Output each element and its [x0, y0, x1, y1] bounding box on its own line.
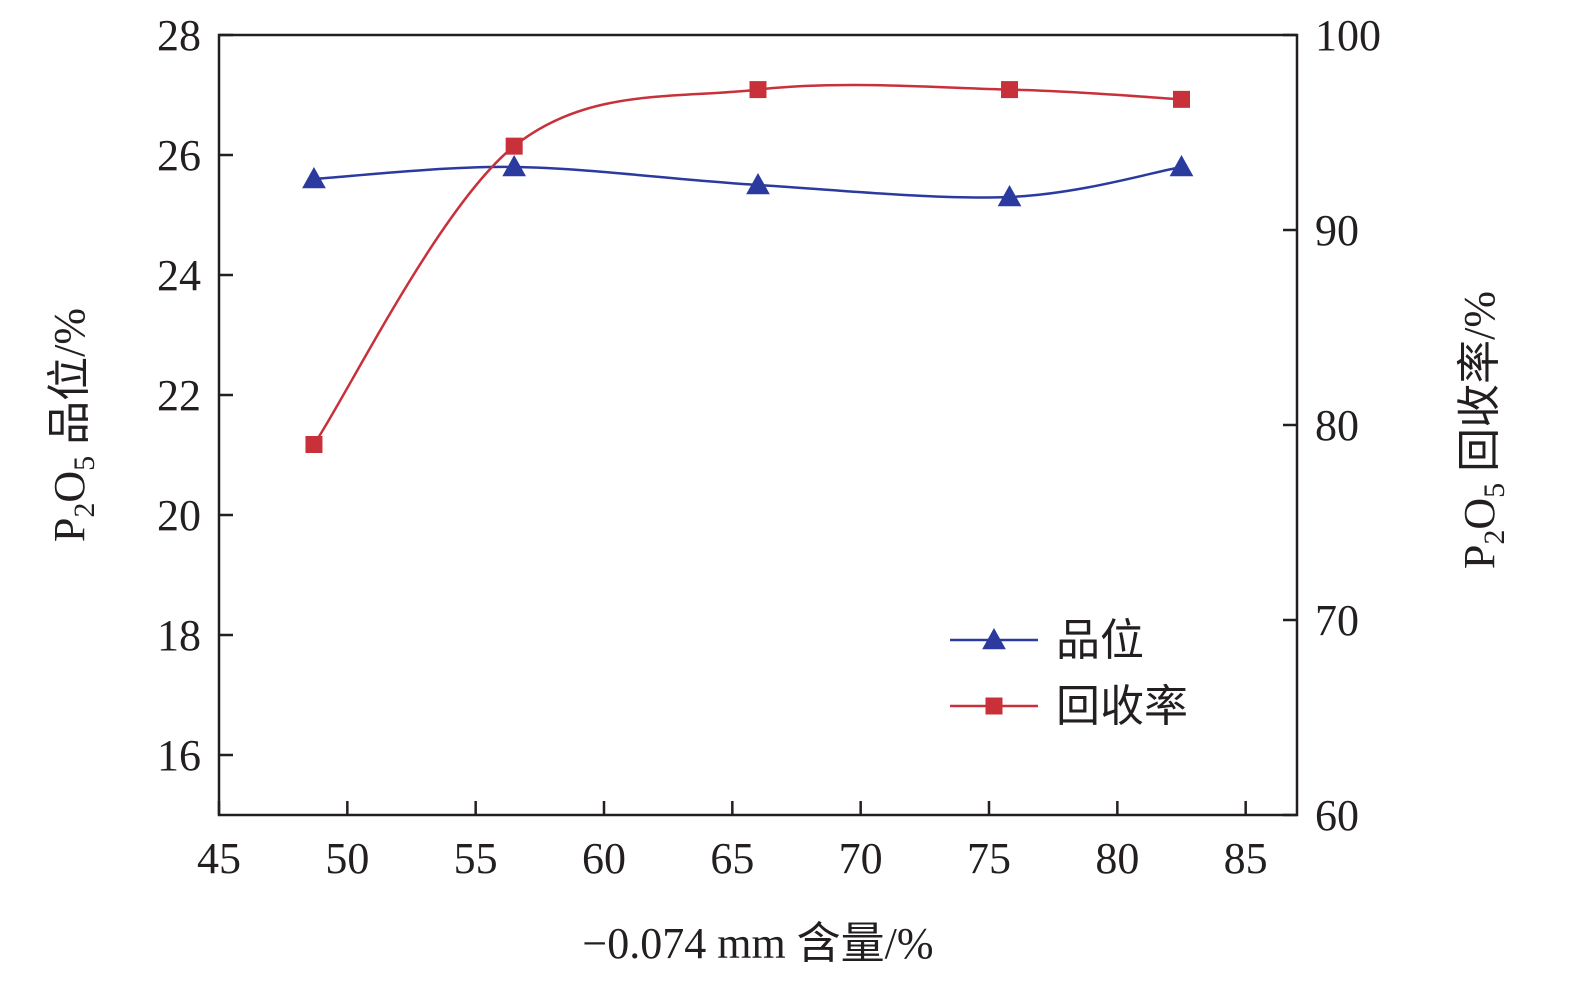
data-point-recovery [749, 81, 767, 99]
y-right-tick-label: 80 [1315, 401, 1359, 450]
x-tick-label: 75 [967, 834, 1011, 883]
legend-label-grade: 品位 [1056, 616, 1144, 665]
y-left-tick-label: 18 [157, 611, 201, 660]
x-axis-title: −0.074 mm 含量/% [582, 919, 933, 968]
data-point-grade [746, 172, 770, 195]
axis-title-part: O [45, 471, 94, 503]
x-tick-label: 85 [1224, 834, 1268, 883]
axis-title-part: 5 [68, 456, 101, 471]
legend-label-recovery: 回收率 [1056, 682, 1188, 731]
y-left-tick-label: 28 [157, 11, 201, 60]
y-left-tick-label: 24 [157, 251, 201, 300]
x-tick-label: 50 [325, 834, 369, 883]
y-left-axis-title: P2O5 品位/% [45, 308, 101, 542]
x-tick-label: 70 [839, 834, 883, 883]
axis-title-part: 品位/% [45, 308, 94, 456]
x-tick-label: 55 [454, 834, 498, 883]
axis-title-part: P [45, 518, 94, 542]
legend-marker-recovery [985, 697, 1003, 715]
ticks: 45 50 55 60 65 70 75 80 85 16 18 20 22 24 26 28 60 70 80 90… [157, 11, 1381, 883]
y-right-tick-label: 90 [1315, 206, 1359, 255]
axis-title-part: P [1455, 545, 1504, 569]
data-point-grade [302, 166, 326, 189]
y-left-tick-label: 20 [157, 491, 201, 540]
axis-title-part: O [1455, 498, 1504, 530]
y-right-tick-label: 60 [1315, 791, 1359, 840]
axis-title-part: 5 [1478, 483, 1511, 498]
x-tick-label: 45 [197, 834, 241, 883]
data-point-grade [502, 154, 527, 177]
y-left-tick-label: 22 [157, 371, 201, 420]
x-tick-label: 80 [1095, 834, 1139, 883]
y-right-tick-label: 100 [1315, 11, 1381, 60]
series-line-recovery [312, 83, 1182, 446]
y-right-axis-title: P2O5 回收率/% [1455, 291, 1511, 569]
axis-title-part: 2 [1478, 530, 1511, 545]
series-group [302, 81, 1194, 453]
y-left-tick-label: 16 [157, 731, 201, 780]
data-point-recovery [1173, 90, 1190, 108]
axis-title-part: 2 [68, 503, 101, 518]
data-point-recovery [1001, 81, 1019, 99]
data-point-grade [997, 184, 1022, 207]
x-tick-label: 65 [710, 834, 754, 883]
data-point-recovery [505, 137, 523, 155]
data-point-recovery [305, 436, 323, 453]
y-right-tick-label: 70 [1315, 596, 1359, 645]
legend-marker-grade [982, 627, 1006, 650]
axis-title-part: 回收率/% [1455, 291, 1504, 483]
data-point-grade [1169, 154, 1194, 177]
y-left-tick-label: 26 [157, 131, 201, 180]
x-tick-label: 60 [582, 834, 626, 883]
axis-titles: −0.074 mm 含量/%P2O5 品位/%P2O5 回收率/% [45, 291, 1511, 968]
